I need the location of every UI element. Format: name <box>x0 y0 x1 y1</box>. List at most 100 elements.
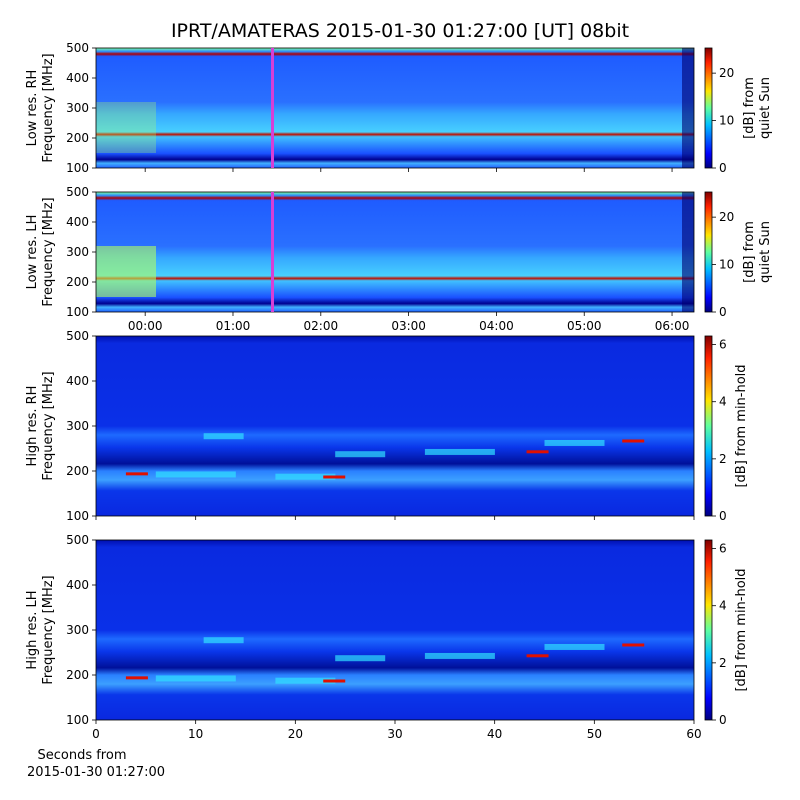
y-tick-label: 200 <box>66 464 89 478</box>
y-tick-label: 300 <box>66 101 89 115</box>
colorbar-tick-label: 6 <box>719 338 727 352</box>
x-tick-label: 30 <box>387 727 402 741</box>
colorbar-label-line: quiet Sun <box>758 77 773 139</box>
x-axis-label-line: Seconds from <box>37 748 126 763</box>
emission-peak <box>622 439 645 443</box>
y-tick-label: 500 <box>66 533 89 547</box>
colorbar-tick-label: 4 <box>719 599 727 613</box>
colorbar-label: [dB] from min-hold <box>734 568 749 691</box>
y-axis-label-line: Frequency [MHz] <box>41 371 56 480</box>
x-tick-label: 05:00 <box>567 319 602 333</box>
y-axis-label: Low res. LHFrequency [MHz] <box>25 197 56 306</box>
burst-region <box>96 102 156 153</box>
edge-shade <box>682 48 694 168</box>
colorbar-tick-label: 4 <box>719 395 727 409</box>
colorbar-tick-label: 20 <box>719 66 734 80</box>
emission-patch <box>275 677 336 684</box>
y-axis-label-line: High res. LH <box>25 590 40 669</box>
y-tick-label: 100 <box>66 305 89 319</box>
emission-patch <box>203 433 244 440</box>
spectrogram-image <box>96 540 694 720</box>
y-tick-label: 300 <box>66 623 89 637</box>
x-tick-label: 02:00 <box>304 319 339 333</box>
x-tick-label: 03:00 <box>391 319 426 333</box>
edge-shade <box>682 192 694 312</box>
x-axis-label-line: 2015-01-30 01:27:00 <box>27 765 165 780</box>
y-tick-label: 500 <box>66 329 89 343</box>
colorbar <box>704 47 713 169</box>
colorbar-label-line: [dB] from min-hold <box>734 364 749 487</box>
colorbar-label: [dB] fromquiet Sun <box>742 77 773 139</box>
y-axis-label: High res. LHFrequency [MHz] <box>25 575 56 684</box>
colorbar-tick-label: 0 <box>719 305 727 319</box>
y-axis-label-line: Frequency [MHz] <box>41 575 56 684</box>
x-tick-label: 04:00 <box>479 319 514 333</box>
colorbar-label-line: [dB] from <box>742 221 757 283</box>
y-tick-label: 100 <box>66 161 89 175</box>
x-tick-label: 20 <box>288 727 303 741</box>
x-tick-label: 10 <box>188 727 203 741</box>
y-tick-label: 400 <box>66 71 89 85</box>
colorbar-tick-label: 20 <box>719 210 734 224</box>
y-tick-label: 300 <box>66 245 89 259</box>
emission-peak <box>526 654 549 658</box>
y-tick-label: 400 <box>66 374 89 388</box>
x-tick-label: 50 <box>587 727 602 741</box>
chart-title: IPRT/AMATERAS 2015-01-30 01:27:00 [UT] 0… <box>171 20 629 42</box>
colorbar-label-line: quiet Sun <box>758 221 773 283</box>
emission-patch <box>544 643 605 650</box>
emission-patch <box>275 473 336 480</box>
spectrogram-image <box>96 192 694 312</box>
colorbar-tick-label: 10 <box>719 114 734 128</box>
y-tick-label: 400 <box>66 578 89 592</box>
x-tick-label: 0 <box>92 727 100 741</box>
colorbar-tick-label: 0 <box>719 509 727 523</box>
y-axis-label-line: High res. RH <box>25 386 40 467</box>
y-tick-label: 200 <box>66 668 89 682</box>
y-axis-label-line: Low res. RH <box>25 70 40 147</box>
emission-patch <box>424 652 495 659</box>
colorbar-tick-label: 0 <box>719 713 727 727</box>
colorbar-label-line: [dB] from <box>742 77 757 139</box>
y-axis-label-line: Frequency [MHz] <box>41 53 56 162</box>
y-tick-label: 100 <box>66 509 89 523</box>
colorbar-label-line: [dB] from min-hold <box>734 568 749 691</box>
y-tick-label: 500 <box>66 185 89 199</box>
emission-peak <box>125 472 148 476</box>
emission-patch <box>335 451 386 458</box>
colorbar-label: [dB] fromquiet Sun <box>742 221 773 283</box>
colorbar-tick-label: 2 <box>719 452 727 466</box>
x-tick-label: 01:00 <box>216 319 251 333</box>
colorbar <box>704 191 713 313</box>
spectrogram-image <box>96 336 694 516</box>
y-tick-label: 500 <box>66 41 89 55</box>
y-axis-label: High res. RHFrequency [MHz] <box>25 371 56 480</box>
colorbar <box>704 335 713 517</box>
burst-region <box>96 246 156 297</box>
x-axis-label: Seconds from 2015-01-30 01:27:00 <box>27 748 165 780</box>
y-axis-label: Low res. RHFrequency [MHz] <box>25 53 56 162</box>
y-tick-label: 200 <box>66 131 89 145</box>
x-tick-label: 60 <box>686 727 701 741</box>
x-tick-label: 40 <box>487 727 502 741</box>
emission-patch <box>203 637 244 644</box>
emission-peak <box>323 475 346 479</box>
y-tick-label: 200 <box>66 275 89 289</box>
x-tick-label: 00:00 <box>128 319 163 333</box>
emission-patch <box>544 439 605 446</box>
x-tick-label: 06:00 <box>655 319 690 333</box>
emission-peak <box>323 679 346 683</box>
colorbar-tick-label: 10 <box>719 258 734 272</box>
colorbar-tick-label: 6 <box>719 542 727 556</box>
emission-peak <box>622 643 645 647</box>
colorbar-label: [dB] from min-hold <box>734 364 749 487</box>
emission-patch <box>155 471 236 478</box>
colorbar-tick-label: 2 <box>719 656 727 670</box>
emission-peak <box>125 676 148 680</box>
y-tick-label: 400 <box>66 215 89 229</box>
emission-peak <box>526 450 549 454</box>
y-axis-label-line: Low res. LH <box>25 215 40 290</box>
emission-patch <box>424 448 495 455</box>
y-tick-label: 300 <box>66 419 89 433</box>
emission-patch <box>155 675 236 682</box>
